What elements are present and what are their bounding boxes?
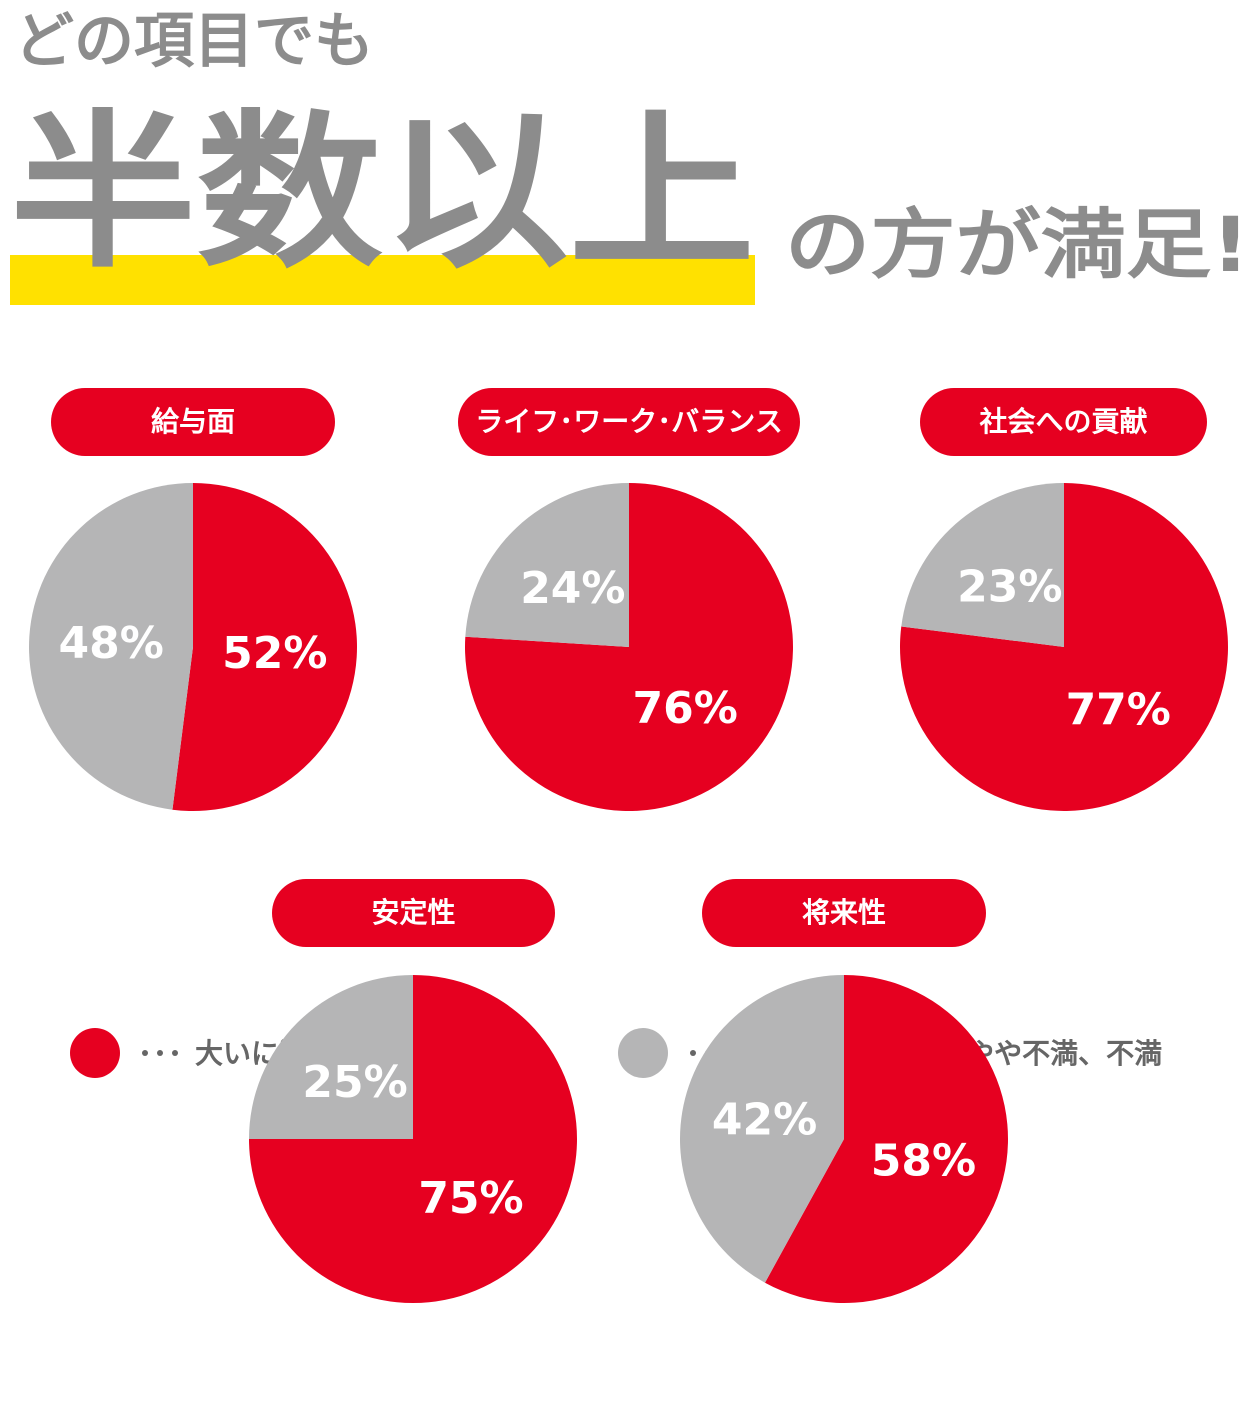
pie-title: 給与面 bbox=[151, 405, 235, 438]
value-label: 76% bbox=[632, 683, 737, 734]
value-label: 24% bbox=[520, 563, 625, 614]
pie-slice bbox=[172, 483, 358, 811]
legend-swatch bbox=[618, 1028, 668, 1078]
pie-slice bbox=[764, 975, 1008, 1303]
value-label: 23% bbox=[957, 561, 1062, 612]
value-label: 75% bbox=[418, 1173, 523, 1224]
pie-title: 社会への貢献 bbox=[979, 405, 1147, 438]
value-label: 48% bbox=[58, 618, 163, 669]
legend-dots bbox=[142, 1050, 178, 1056]
lead-text: どの項目でも bbox=[14, 7, 374, 77]
title-pill bbox=[272, 879, 555, 947]
value-label: 52% bbox=[222, 628, 327, 679]
value-label: 77% bbox=[1066, 685, 1171, 736]
highlight-text: 半数以上 bbox=[10, 95, 755, 291]
value-label: 42% bbox=[712, 1095, 817, 1146]
pie-title: 将来性 bbox=[802, 896, 886, 929]
title-pill bbox=[458, 388, 800, 456]
title-pill bbox=[920, 388, 1207, 456]
title-pill bbox=[702, 879, 986, 947]
pie-slice bbox=[29, 482, 194, 810]
pie-slice bbox=[901, 482, 1064, 647]
legend: 大いに満足、まあまあ満足 どちらでもない、やや不満、不満 bbox=[70, 1028, 1162, 1078]
value-label: 58% bbox=[871, 1135, 976, 1186]
pie-title: 安定性 bbox=[371, 896, 455, 929]
pie-slice bbox=[249, 975, 413, 1139]
tail-text: の方が満足! bbox=[785, 200, 1250, 289]
pie-slice bbox=[679, 975, 844, 1283]
highlight-bar bbox=[10, 255, 755, 305]
pie-title: ライフ･ワーク･バランス bbox=[475, 405, 782, 438]
title-pill bbox=[51, 388, 335, 456]
pie-slice bbox=[465, 483, 629, 647]
legend-swatch bbox=[70, 1028, 120, 1078]
value-label: 25% bbox=[302, 1057, 407, 1108]
